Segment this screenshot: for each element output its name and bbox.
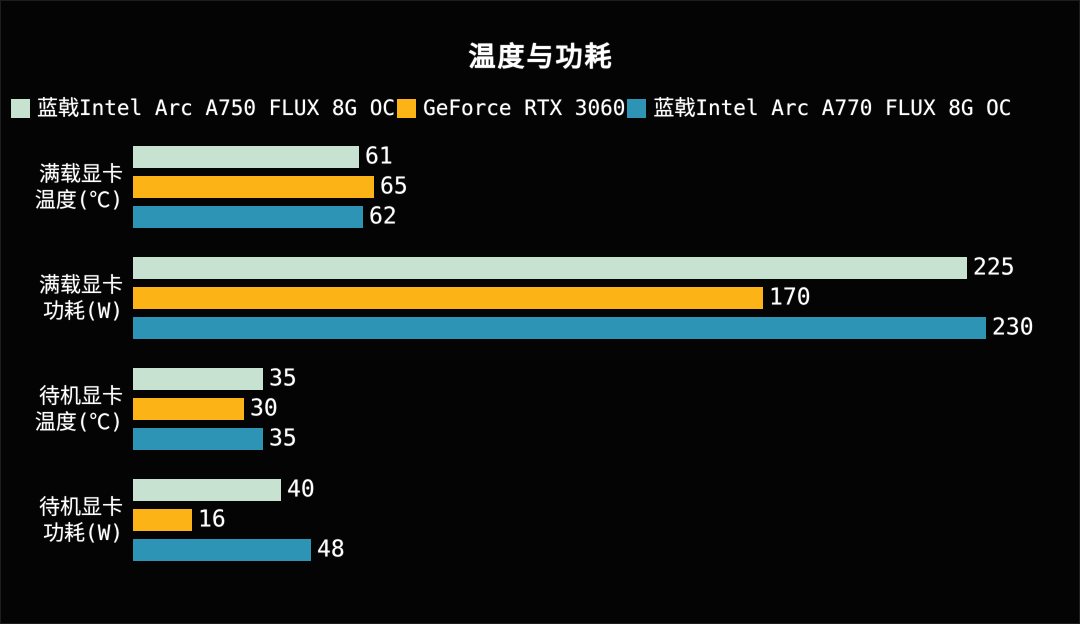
chart-legend: 蓝戟Intel Arc A750 FLUX 8G OC GeForce RTX 3… [11,96,1079,120]
category-label-line: 满载显卡 [39,162,123,186]
category-label-line: 待机显卡 [39,495,123,519]
bar[interactable] [133,146,359,168]
bar[interactable] [133,479,281,501]
category-label: 待机显卡 功耗(W) [1,494,123,546]
legend-label: 蓝戟Intel Arc A770 FLUX 8G OC [653,96,1012,120]
bar-group: 待机显卡 温度(℃) 35 30 35 [1,365,1080,452]
bar[interactable] [133,539,311,561]
category-label: 待机显卡 温度(℃) [1,383,123,435]
bar[interactable] [133,317,986,339]
bar-value-label: 35 [269,425,297,452]
bar-value-label: 35 [269,365,297,392]
bar-value-label: 170 [769,284,811,311]
bar-value-label: 40 [287,476,315,503]
bar-row: 61 [133,143,1080,170]
bar[interactable] [133,176,374,198]
bar[interactable] [133,428,263,450]
bar[interactable] [133,509,192,531]
bar-value-label: 48 [317,536,345,563]
bar-row: 225 [133,254,1080,281]
legend-label: 蓝戟Intel Arc A750 FLUX 8G OC [37,96,396,120]
category-label-line: 温度(℃) [34,410,123,434]
bar-row: 170 [133,284,1080,311]
bar[interactable] [133,257,967,279]
bar-row: 30 [133,395,1080,422]
bar-value-label: 62 [369,203,397,230]
legend-item[interactable]: GeForce RTX 3060 [397,96,627,120]
category-label-line: 功耗(W) [43,521,123,545]
plot-area: 满载显卡 温度(℃) 61 65 62 满载显卡 功耗(W) 225 170 230 待机显卡 温度(… [1,143,1080,561]
category-label: 满载显卡 功耗(W) [1,272,123,324]
bar-row: 230 [133,314,1080,341]
legend-item[interactable]: 蓝戟Intel Arc A750 FLUX 8G OC [11,96,397,120]
bar-group: 待机显卡 功耗(W) 40 16 48 [1,476,1080,563]
bar-value-label: 230 [992,314,1034,341]
bar-row: 35 [133,365,1080,392]
bar-row: 16 [133,506,1080,533]
bar-row: 65 [133,173,1080,200]
bar-value-label: 65 [380,173,408,200]
category-label-line: 功耗(W) [43,299,123,323]
bar-value-label: 225 [973,254,1015,281]
chart-title: 温度与功耗 [468,42,614,73]
bar-row: 35 [133,425,1080,452]
bar-group: 满载显卡 功耗(W) 225 170 230 [1,254,1080,341]
category-label-line: 满载显卡 [39,273,123,297]
bar-row: 48 [133,536,1080,563]
category-label: 满载显卡 温度(℃) [1,161,123,213]
legend-swatch-icon [11,98,30,118]
category-label-line: 待机显卡 [39,384,123,408]
bar-group: 满载显卡 温度(℃) 61 65 62 [1,143,1080,230]
legend-label: GeForce RTX 3060 [423,96,626,120]
bar-value-label: 61 [365,143,393,170]
bar-row: 40 [133,476,1080,503]
bar[interactable] [133,368,263,390]
bar-value-label: 16 [198,506,226,533]
bar-value-label: 30 [250,395,278,422]
bar[interactable] [133,206,363,228]
legend-item[interactable]: 蓝戟Intel Arc A770 FLUX 8G OC [627,96,1013,120]
bar[interactable] [133,398,244,420]
legend-swatch-icon [627,98,647,118]
bar-row: 62 [133,203,1080,230]
legend-swatch-icon [397,98,417,118]
bar[interactable] [133,287,763,309]
category-label-line: 温度(℃) [34,188,123,212]
